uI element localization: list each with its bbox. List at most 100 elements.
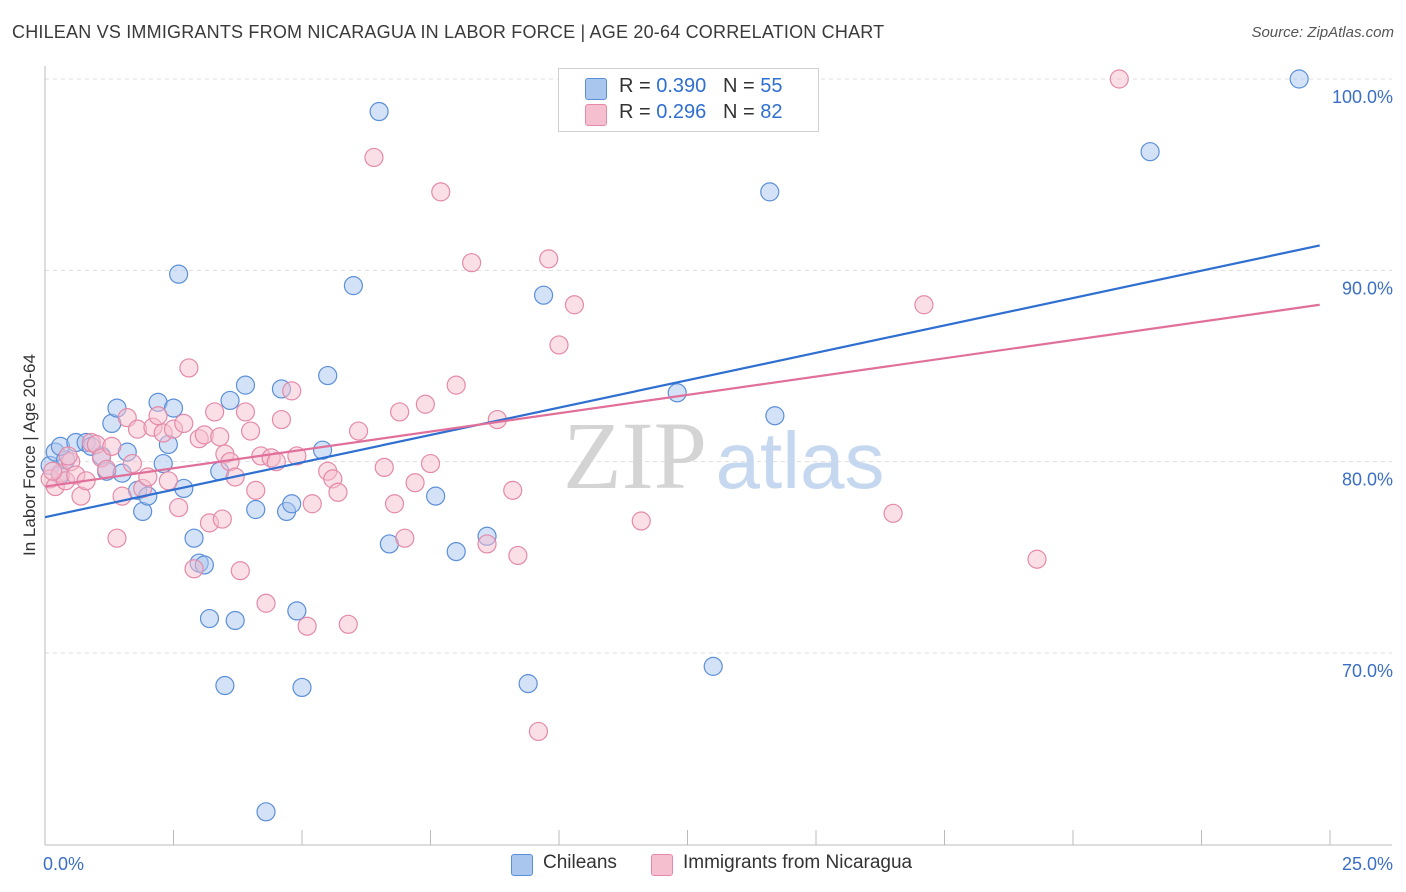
- data-point-pink: [503, 480, 523, 500]
- trend-line-pink: [44, 303, 1320, 488]
- data-point-pink: [282, 381, 302, 401]
- data-point-pink: [102, 436, 122, 456]
- data-point-blue: [446, 541, 466, 562]
- data-point-pink: [328, 482, 348, 502]
- data-point-blue: [426, 486, 446, 506]
- data-point-pink: [302, 494, 322, 514]
- data-point-pink: [256, 593, 276, 613]
- data-point-blue: [765, 406, 785, 426]
- legend-swatch-pink: [585, 104, 607, 126]
- data-point-pink: [43, 461, 63, 481]
- data-point-pink: [230, 561, 250, 581]
- data-point-blue: [282, 494, 302, 514]
- data-point-blue: [1289, 69, 1309, 89]
- data-point-pink: [97, 459, 117, 479]
- data-point-blue: [1140, 142, 1160, 162]
- legend-r-value-2: 0.296: [656, 101, 707, 123]
- data-point-pink: [631, 511, 651, 531]
- trend-line-blue: [44, 244, 1320, 519]
- data-point-pink: [184, 559, 204, 579]
- data-point-blue: [533, 285, 554, 305]
- legend-swatch-blue: [585, 78, 607, 100]
- data-point-pink: [148, 406, 168, 426]
- data-point-pink: [58, 446, 78, 466]
- tick-labels: 70.0% 80.0% 90.0% 100.0% 0.0% 25.0%: [43, 87, 1393, 874]
- data-point-pink: [158, 471, 178, 491]
- x-tick-label: 0.0%: [43, 854, 84, 874]
- data-point-blue: [184, 528, 204, 548]
- data-point-pink: [271, 409, 292, 430]
- data-point-pink: [462, 253, 482, 273]
- axes: [44, 66, 1392, 846]
- data-point-pink: [914, 295, 934, 315]
- data-point-pink: [415, 394, 435, 414]
- data-point-pink: [390, 402, 410, 422]
- data-point-blue: [667, 383, 687, 403]
- legend-n-label-2: N =: [722, 101, 755, 123]
- data-point-pink: [431, 182, 451, 202]
- legend-n-label-1: N =: [722, 75, 755, 97]
- y-tick-label: 100.0%: [1332, 87, 1393, 107]
- legend-r-value-1: 0.390: [656, 75, 707, 97]
- data-point-pink: [420, 453, 441, 474]
- legend-n-value-1: 55: [760, 75, 783, 97]
- x-tick-label: 25.0%: [1342, 854, 1393, 874]
- data-point-pink: [210, 427, 230, 447]
- data-point-pink: [883, 503, 903, 523]
- data-point-pink: [405, 473, 425, 493]
- data-point-pink: [212, 509, 232, 529]
- series-nicaragua: [40, 69, 1129, 742]
- bottom-legend-label-nicaragua: Immigrants from Nicaragua: [683, 852, 913, 873]
- data-point-blue: [169, 264, 189, 284]
- data-point-pink: [122, 453, 142, 474]
- bottom-legend-label-chileans: Chileans: [543, 852, 617, 873]
- bottom-swatch-pink: [651, 854, 673, 876]
- data-point-pink: [348, 421, 369, 441]
- data-point-pink: [446, 375, 466, 395]
- data-point-blue: [318, 365, 338, 386]
- data-point-blue: [287, 601, 307, 621]
- data-point-pink: [179, 358, 199, 378]
- data-point-blue: [199, 608, 220, 629]
- data-point-pink: [338, 614, 358, 634]
- data-point-pink: [246, 480, 266, 500]
- watermark: ZIP atlas: [563, 402, 884, 509]
- data-point-pink: [297, 616, 317, 636]
- data-point-blue: [246, 499, 266, 520]
- data-point-blue: [256, 802, 276, 822]
- data-point-pink: [364, 147, 384, 168]
- data-point-pink: [235, 402, 256, 422]
- data-point-pink: [374, 457, 394, 478]
- y-tick-label: 90.0%: [1342, 278, 1393, 298]
- data-point-pink: [174, 413, 194, 433]
- data-point-pink: [384, 494, 405, 514]
- data-point-blue: [163, 398, 184, 418]
- trend-lines: [44, 244, 1320, 519]
- data-point-pink: [528, 721, 549, 742]
- data-point-blue: [220, 390, 240, 411]
- watermark-atlas: atlas: [716, 416, 885, 505]
- data-point-blue: [215, 675, 235, 696]
- data-point-pink: [539, 249, 559, 269]
- legend-r-label-1: R =: [619, 75, 651, 97]
- watermark-zip: ZIP: [563, 402, 707, 509]
- data-point-pink: [107, 528, 127, 548]
- data-point-blue: [235, 375, 256, 395]
- data-point-pink: [1027, 549, 1047, 569]
- legend-n-value-2: 82: [760, 101, 783, 123]
- data-point-pink: [241, 421, 261, 441]
- bottom-swatch-blue: [511, 854, 533, 876]
- data-point-pink: [508, 545, 528, 566]
- data-point-blue: [703, 656, 723, 676]
- data-point-pink: [1109, 69, 1129, 89]
- data-point-blue: [518, 674, 538, 694]
- data-point-blue: [292, 677, 312, 698]
- data-point-pink: [169, 497, 189, 518]
- chart-title: CHILEAN VS IMMIGRANTS FROM NICARAGUA IN …: [12, 22, 885, 42]
- data-point-blue: [343, 276, 363, 296]
- data-point-blue: [760, 182, 780, 202]
- correlation-legend: R = 0.390 N = 55 R = 0.296 N = 82: [558, 68, 819, 132]
- y-tick-label: 70.0%: [1342, 661, 1393, 681]
- data-point-pink: [477, 534, 497, 554]
